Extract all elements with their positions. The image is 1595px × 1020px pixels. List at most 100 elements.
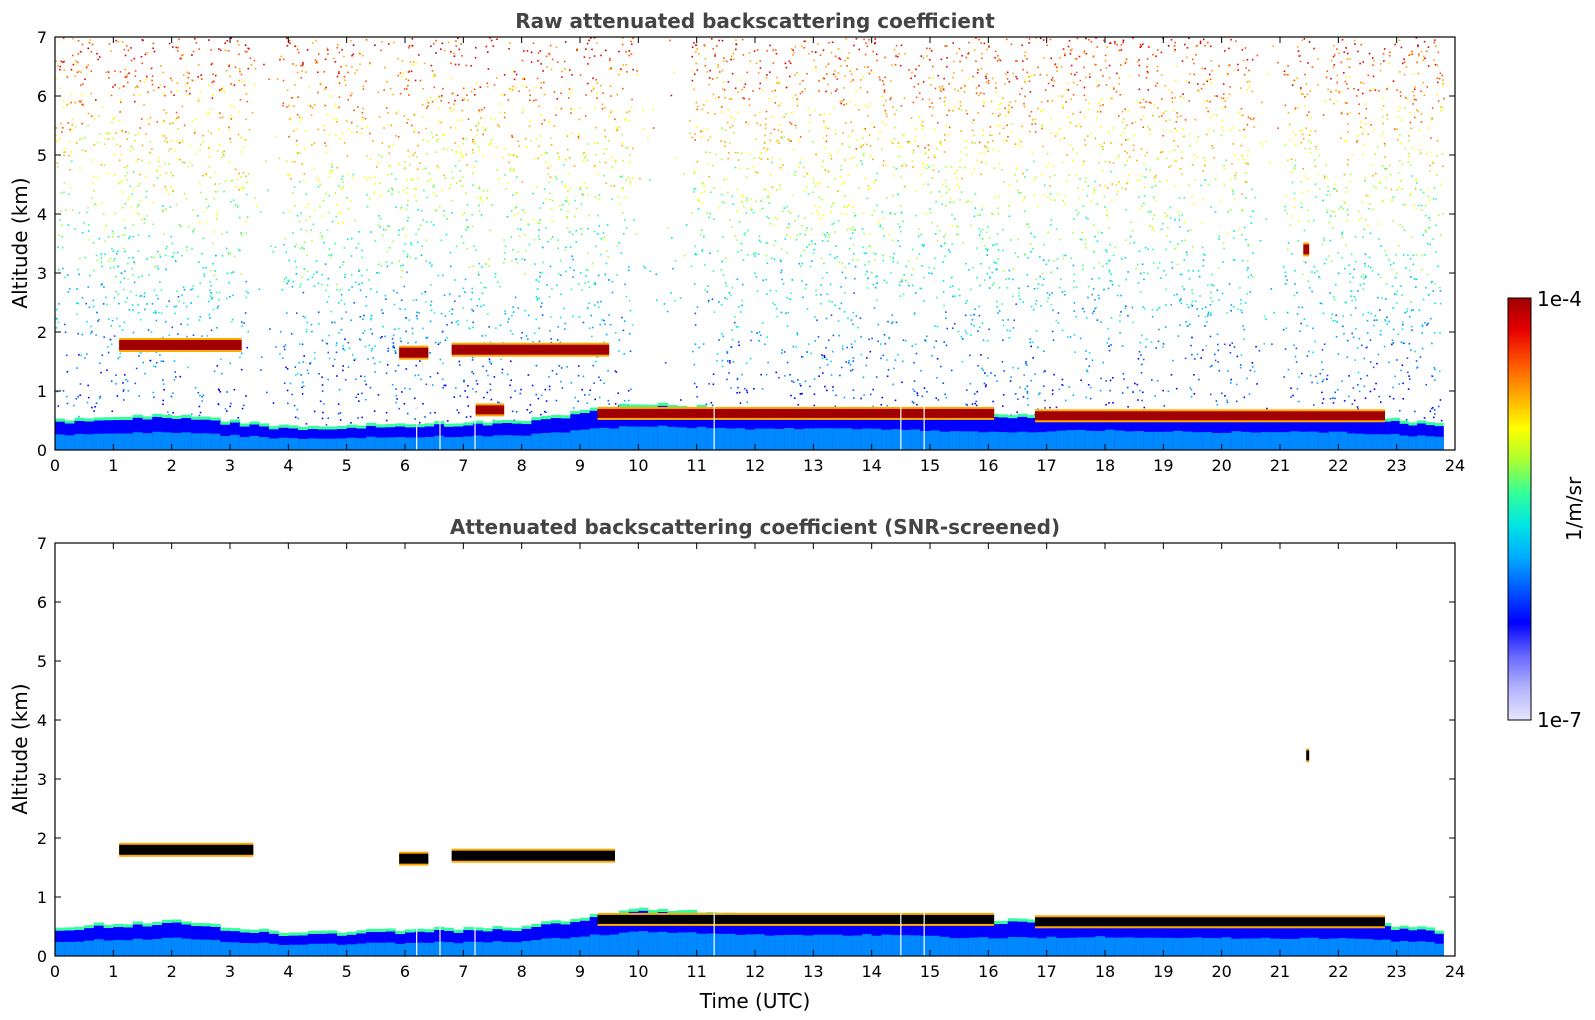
noise-speck	[1037, 107, 1039, 110]
noise-speck	[387, 124, 390, 127]
noise-speck	[305, 130, 307, 132]
noise-speck	[1082, 264, 1084, 267]
noise-speck	[475, 125, 478, 127]
noise-speck	[852, 258, 854, 261]
noise-speck	[1410, 309, 1413, 312]
noise-speck	[218, 389, 220, 392]
noise-speck	[593, 37, 596, 39]
noise-speck	[1169, 130, 1172, 133]
noise-speck	[203, 275, 206, 277]
noise-speck	[313, 142, 316, 144]
noise-speck	[490, 398, 493, 401]
noise-speck	[1384, 167, 1387, 170]
noise-speck	[1391, 339, 1394, 342]
noise-speck	[810, 352, 812, 355]
noise-speck	[848, 146, 850, 148]
noise-speck	[883, 89, 886, 92]
noise-speck	[406, 219, 409, 222]
noise-speck	[852, 312, 855, 314]
noise-speck	[1025, 223, 1028, 225]
noise-speck	[898, 53, 900, 55]
noise-speck	[580, 233, 583, 236]
noise-speck	[1050, 79, 1053, 81]
noise-speck	[559, 259, 562, 262]
noise-speck	[122, 219, 125, 222]
noise-speck	[144, 53, 147, 56]
noise-speck	[610, 155, 613, 158]
noise-speck	[326, 113, 329, 116]
noise-speck	[877, 137, 879, 140]
noise-speck	[843, 205, 846, 208]
noise-speck	[897, 353, 899, 356]
noise-speck	[1313, 265, 1316, 268]
noise-speck	[828, 339, 830, 342]
noise-speck	[221, 151, 224, 154]
noise-speck	[1418, 53, 1420, 55]
noise-speck	[1375, 172, 1377, 175]
noise-speck	[126, 172, 129, 174]
noise-speck	[443, 214, 445, 217]
noise-speck	[1341, 236, 1344, 238]
noise-speck	[935, 200, 937, 203]
noise-speck	[1434, 413, 1436, 415]
noise-speck	[540, 87, 542, 89]
noise-speck	[1325, 194, 1328, 196]
noise-speck	[404, 387, 406, 390]
noise-speck	[903, 273, 905, 276]
noise-speck	[1002, 97, 1004, 99]
noise-speck	[1043, 243, 1045, 246]
noise-speck	[1379, 63, 1382, 65]
noise-speck	[1085, 216, 1088, 219]
noise-speck	[829, 113, 831, 116]
noise-speck	[1306, 93, 1309, 96]
noise-speck	[449, 265, 452, 268]
noise-speck	[93, 203, 96, 205]
noise-speck	[889, 256, 892, 258]
noise-speck	[951, 327, 954, 330]
noise-speck	[998, 287, 1001, 289]
noise-speck	[764, 123, 767, 126]
noise-speck	[549, 192, 551, 195]
noise-speck	[915, 292, 917, 294]
noise-speck	[1224, 395, 1226, 397]
noise-speck	[1231, 189, 1233, 191]
noise-speck	[1175, 160, 1177, 163]
noise-speck	[1389, 395, 1391, 398]
noise-speck	[151, 79, 153, 82]
noise-speck	[1090, 40, 1093, 43]
noise-speck	[461, 185, 464, 187]
noise-speck	[608, 314, 610, 316]
noise-speck	[866, 143, 868, 146]
noise-speck	[444, 339, 447, 342]
noise-speck	[1111, 280, 1113, 283]
noise-speck	[1244, 135, 1247, 138]
noise-speck	[985, 81, 988, 83]
noise-speck	[347, 127, 350, 130]
noise-speck	[1289, 139, 1292, 141]
noise-speck	[623, 400, 626, 402]
noise-speck	[449, 107, 452, 110]
noise-speck	[344, 273, 347, 276]
noise-speck	[1093, 192, 1095, 194]
noise-speck	[893, 174, 896, 177]
noise-speck	[484, 262, 487, 265]
noise-speck	[282, 102, 285, 105]
noise-speck	[134, 382, 137, 385]
noise-speck	[242, 187, 245, 189]
noise-speck	[447, 41, 450, 44]
noise-speck	[461, 155, 464, 157]
noise-speck	[663, 303, 666, 305]
noise-speck	[972, 75, 974, 78]
noise-speck	[805, 229, 807, 232]
noise-speck	[130, 59, 133, 62]
noise-speck	[222, 153, 225, 156]
noise-speck	[530, 51, 533, 54]
noise-speck	[788, 223, 790, 225]
noise-speck	[148, 235, 150, 238]
noise-speck	[649, 179, 651, 181]
noise-speck	[1209, 78, 1212, 81]
noise-speck	[1247, 266, 1249, 269]
noise-speck	[303, 173, 306, 175]
noise-speck	[268, 78, 270, 81]
noise-speck	[968, 41, 970, 44]
